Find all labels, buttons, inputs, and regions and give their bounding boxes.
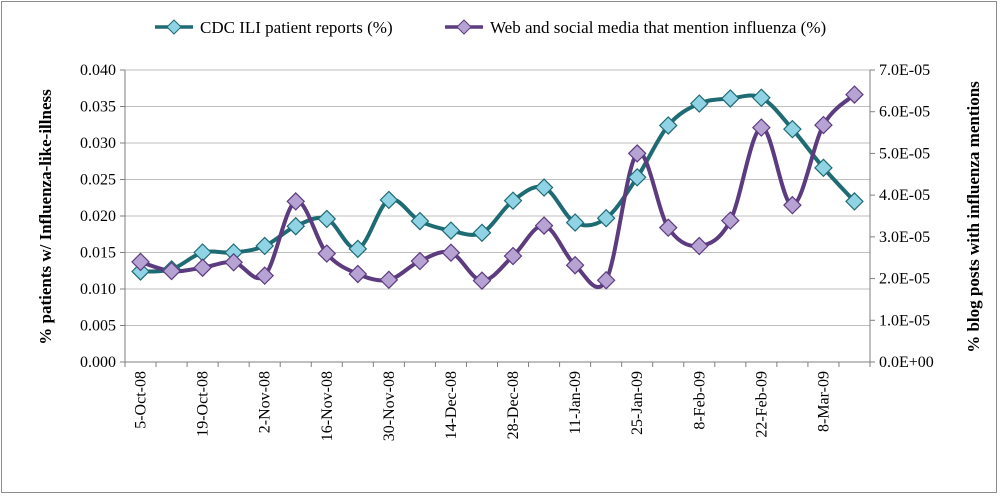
data-point-cdc bbox=[286, 216, 306, 236]
data-point-web bbox=[286, 192, 306, 211]
data-point-cdc bbox=[131, 262, 150, 281]
right-axis-ticks: 0.0E+00 1.0E-05 2.0E-05 3.0E-05 4.0E-05 5.0E-… bbox=[870, 62, 934, 371]
data-point-web bbox=[410, 251, 430, 271]
legend-marker-web bbox=[456, 19, 472, 35]
y-tick-label: 0.010 bbox=[80, 281, 116, 298]
y-tick-label: 0.015 bbox=[80, 245, 116, 262]
data-point-cdc bbox=[472, 223, 492, 243]
data-point-web bbox=[472, 271, 492, 291]
data-point-cdc bbox=[658, 116, 678, 135]
y2-tick-label: 1.0E-05 bbox=[879, 312, 930, 329]
x-axis-ticks: 5-Oct-08 19-Oct-08 2-Nov-08 16-Nov-08 30-Nov… bbox=[124, 362, 871, 441]
data-point-web bbox=[689, 236, 709, 256]
data-point-web bbox=[317, 244, 337, 263]
data-point-web bbox=[752, 118, 771, 137]
x-tick-label: 5-Oct-08 bbox=[133, 371, 150, 429]
y2-tick-label: 7.0E-05 bbox=[879, 62, 930, 79]
y-tick-label: 0.005 bbox=[80, 318, 116, 335]
x-tick-label: 28-Dec-08 bbox=[505, 371, 522, 439]
left-axis-title: % patients w/ Influenza-like-illness bbox=[36, 89, 55, 345]
legend-label-cdc: CDC ILI patient reports (%) bbox=[200, 18, 393, 37]
y-tick-label: 0.030 bbox=[80, 135, 116, 152]
data-point-web bbox=[255, 266, 275, 285]
data-point-cdc bbox=[783, 119, 802, 139]
data-point-web bbox=[162, 261, 181, 281]
data-point-web bbox=[596, 270, 616, 290]
data-point-web bbox=[814, 115, 833, 135]
data-point-cdc bbox=[410, 211, 430, 231]
y2-tick-label: 0.0E+00 bbox=[879, 354, 934, 371]
data-point-cdc bbox=[565, 213, 585, 232]
data-point-cdc bbox=[845, 192, 864, 211]
data-point-cdc bbox=[534, 178, 554, 197]
x-tick-label: 16-Nov-08 bbox=[319, 371, 336, 441]
data-point-web bbox=[627, 144, 647, 163]
data-point-cdc bbox=[379, 190, 399, 210]
data-point-cdc bbox=[627, 167, 647, 187]
y2-tick-label: 3.0E-05 bbox=[879, 229, 930, 246]
data-point-web bbox=[441, 243, 461, 263]
series-markers bbox=[131, 85, 864, 291]
y2-tick-label: 4.0E-05 bbox=[879, 187, 930, 204]
x-tick-label: 30-Nov-08 bbox=[381, 371, 398, 441]
data-point-web bbox=[131, 252, 150, 272]
y-tick-label: 0.025 bbox=[80, 172, 116, 189]
gridlines bbox=[125, 69, 870, 326]
series-line-web bbox=[139, 93, 856, 290]
data-point-cdc bbox=[689, 94, 709, 113]
data-point-cdc bbox=[596, 208, 616, 228]
y2-tick-label: 2.0E-05 bbox=[879, 271, 930, 288]
data-point-web bbox=[534, 216, 554, 235]
data-point-web bbox=[658, 218, 678, 238]
y2-tick-label: 6.0E-05 bbox=[879, 104, 930, 121]
x-tick-label: 8-Mar-09 bbox=[815, 371, 832, 432]
data-point-cdc bbox=[317, 209, 337, 229]
data-point-cdc bbox=[255, 236, 275, 256]
data-point-web bbox=[379, 270, 399, 290]
right-axis-title: % blog posts with influenza mentions bbox=[964, 81, 983, 353]
data-point-web bbox=[348, 264, 368, 284]
data-point-web bbox=[503, 246, 523, 266]
y-tick-label: 0.000 bbox=[80, 354, 116, 371]
series-line-cdc bbox=[140, 93, 856, 274]
data-point-cdc bbox=[752, 88, 771, 108]
series-lines bbox=[139, 93, 856, 290]
data-point-web bbox=[224, 252, 243, 272]
x-tick-label: 2-Nov-08 bbox=[257, 371, 274, 433]
data-point-cdc bbox=[348, 239, 368, 259]
legend-label-web: Web and social media that mention influe… bbox=[490, 18, 826, 37]
data-point-cdc bbox=[441, 221, 461, 240]
x-tick-label: 25-Jan-09 bbox=[629, 371, 646, 435]
x-tick-label: 22-Feb-09 bbox=[753, 371, 770, 438]
y2-tick-label: 5.0E-05 bbox=[879, 145, 930, 162]
x-tick-label: 11-Jan-09 bbox=[567, 371, 584, 434]
data-point-web bbox=[193, 258, 212, 278]
y-tick-label: 0.035 bbox=[80, 99, 116, 116]
data-point-cdc bbox=[720, 89, 740, 108]
x-tick-label: 19-Oct-08 bbox=[195, 371, 212, 437]
data-point-web bbox=[565, 255, 585, 275]
data-point-web bbox=[783, 195, 802, 215]
left-axis-ticks: 0.000 0.005 0.010 0.015 0.020 0.025 0.030 0.035… bbox=[80, 62, 125, 371]
data-point-cdc bbox=[503, 191, 523, 211]
legend-marker-cdc bbox=[166, 19, 182, 35]
data-point-cdc bbox=[814, 158, 833, 178]
data-point-web bbox=[720, 211, 740, 230]
x-tick-label: 8-Feb-09 bbox=[691, 371, 708, 430]
legend: CDC ILI patient reports (%) Web and soci… bbox=[155, 18, 826, 37]
y-tick-label: 0.040 bbox=[80, 62, 116, 79]
legend-item-cdc: CDC ILI patient reports (%) bbox=[155, 18, 393, 37]
legend-item-web: Web and social media that mention influe… bbox=[445, 18, 826, 37]
x-tick-label: 14-Dec-08 bbox=[443, 371, 460, 439]
data-point-web bbox=[845, 85, 864, 104]
y-tick-label: 0.020 bbox=[80, 208, 116, 225]
